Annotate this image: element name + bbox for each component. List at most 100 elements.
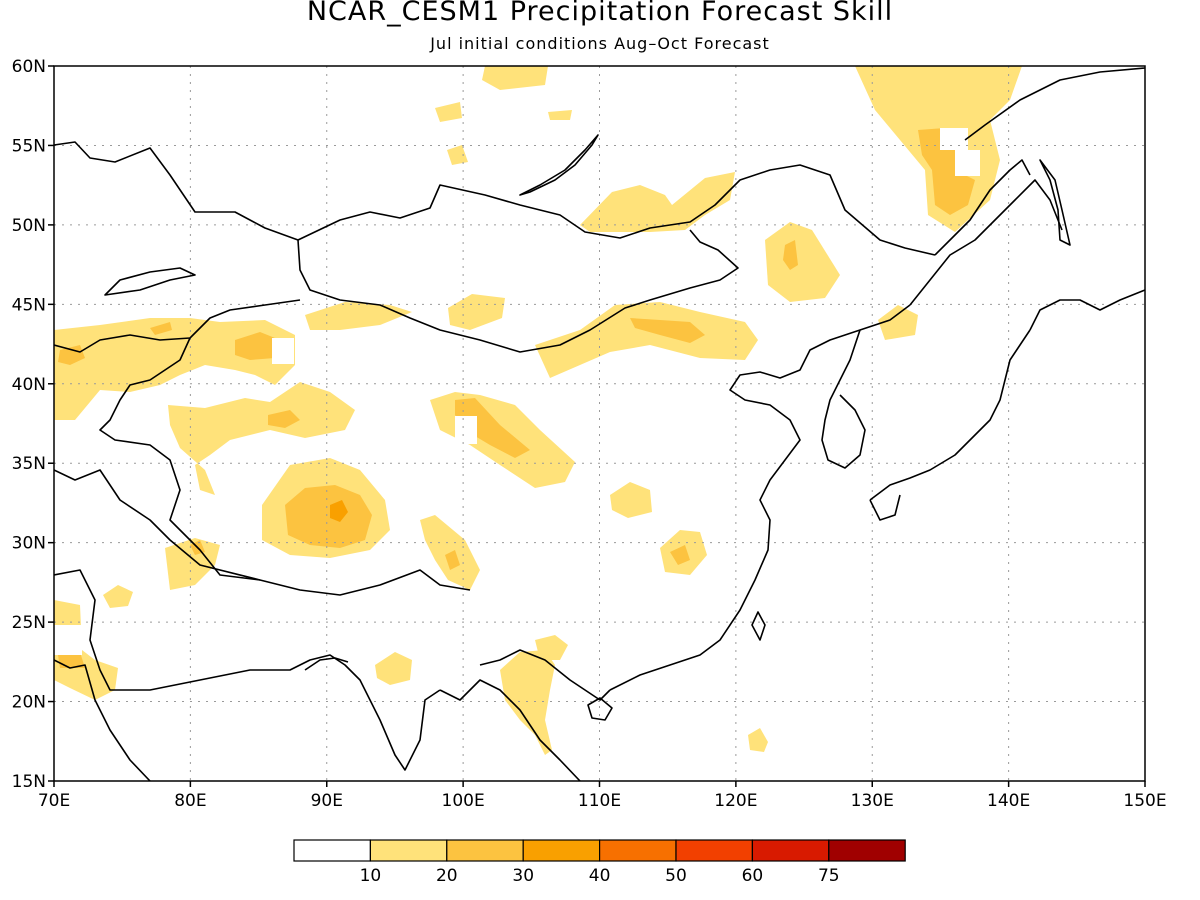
lat-tick-label: 25N [12, 613, 46, 633]
shade-region [482, 66, 548, 90]
shade-region [535, 302, 758, 378]
colorbar-swatch [446, 839, 524, 862]
lon-tick-label: 70E [38, 791, 70, 811]
colorbar-swatch [828, 839, 906, 862]
coast-line [54, 569, 441, 771]
colorbar-swatch [522, 839, 601, 862]
coast-line [869, 329, 1031, 501]
colorbar-swatch [598, 839, 677, 862]
coast-line [54, 141, 936, 256]
shade-region [305, 302, 412, 330]
shade-region [435, 102, 462, 122]
skill-shading [54, 66, 1022, 755]
latitude-labels: 60N 55N 50N 45N 40N 35N 30N 25N 20N 15N [12, 57, 46, 792]
lat-tick-label: 40N [12, 375, 46, 395]
masked-cell [955, 150, 980, 176]
coast-line [609, 304, 911, 691]
colorbar-swatch [369, 839, 448, 862]
coast-line [297, 229, 739, 353]
shade-region [783, 240, 798, 270]
coast-line [54, 469, 261, 581]
map-title: NCAR_CESM1 Precipitation Forecast Skill [306, 0, 894, 27]
coast-line [1029, 289, 1145, 331]
shade-region [330, 500, 348, 522]
masked-cell [272, 338, 294, 364]
coast-line [821, 329, 866, 469]
coast-line [519, 134, 599, 196]
coast-line [54, 299, 301, 353]
shade-region [765, 222, 840, 302]
lat-tick-label: 35N [12, 454, 46, 474]
shade-region [878, 305, 918, 340]
coast-line [479, 649, 611, 701]
lat-tick-label: 20N [12, 693, 46, 713]
coast-line [751, 611, 766, 641]
shade-region [103, 585, 133, 608]
shade-region [748, 728, 768, 752]
colorbar-swatch [751, 839, 830, 862]
masked-cell [940, 128, 968, 150]
masked-cell [455, 416, 477, 444]
coast-line [869, 494, 901, 521]
shade-region [235, 332, 280, 360]
colorbar-label: 20 [436, 866, 458, 886]
lon-tick-label: 110E [578, 791, 621, 811]
lon-tick-label: 80E [174, 791, 206, 811]
graticule [54, 66, 1145, 781]
colorbar-swatch [293, 839, 372, 862]
colorbar-swatch [675, 839, 754, 862]
longitude-labels: 70E 80E 90E 100E 110E 120E 130E 140E 150E [38, 791, 1167, 811]
map-subtitle: Jul initial conditions Aug–Oct Forecast [430, 34, 770, 53]
shade-region [500, 650, 555, 755]
shade-region [455, 398, 530, 458]
coast-line [54, 659, 151, 781]
shade-region [285, 485, 372, 548]
shade-region [630, 318, 705, 343]
shade-region [670, 545, 690, 565]
shade-region [445, 550, 460, 570]
shade-region [58, 345, 85, 365]
lon-tick-label: 100E [442, 791, 485, 811]
shade-region [168, 382, 355, 495]
shade-region [268, 410, 300, 428]
colorbar-label: 75 [818, 866, 840, 886]
lon-tick-label: 130E [851, 791, 894, 811]
coast-line [99, 337, 471, 596]
masked-cell [54, 625, 82, 655]
lon-tick-label: 140E [987, 791, 1030, 811]
shade-region [447, 145, 468, 165]
shade-region [165, 538, 220, 590]
lat-tick-label: 15N [12, 772, 46, 792]
colorbar-label: 60 [742, 866, 764, 886]
coast-line [104, 267, 196, 296]
shade-region [54, 318, 295, 420]
coast-line [304, 657, 349, 671]
lat-tick-label: 30N [12, 534, 46, 554]
lat-tick-label: 45N [12, 295, 46, 315]
lon-tick-label: 150E [1123, 791, 1166, 811]
colorbar-label: 30 [512, 866, 534, 886]
shade-region [535, 635, 568, 660]
coast-line [439, 679, 581, 781]
shade-region [610, 482, 652, 518]
colorbar-label: 40 [589, 866, 611, 886]
shade-region [548, 110, 572, 120]
lat-tick-label: 50N [12, 216, 46, 236]
colorbar: 10 20 30 40 50 60 75 [293, 839, 906, 886]
coast-line [964, 67, 1145, 141]
coastlines [54, 67, 1145, 781]
shade-region [150, 322, 172, 335]
lon-tick-label: 120E [714, 791, 757, 811]
lon-tick-label: 90E [311, 791, 343, 811]
shade-region [448, 294, 505, 330]
coast-line [934, 159, 1031, 256]
colorbar-label: 10 [360, 866, 382, 886]
lat-tick-label: 55N [12, 136, 46, 156]
axis-ticks [48, 65, 1146, 787]
shade-region [580, 172, 735, 232]
shade-region [58, 652, 85, 668]
colorbar-label: 50 [665, 866, 687, 886]
coast-line [587, 697, 613, 721]
coast-line [1039, 159, 1071, 246]
